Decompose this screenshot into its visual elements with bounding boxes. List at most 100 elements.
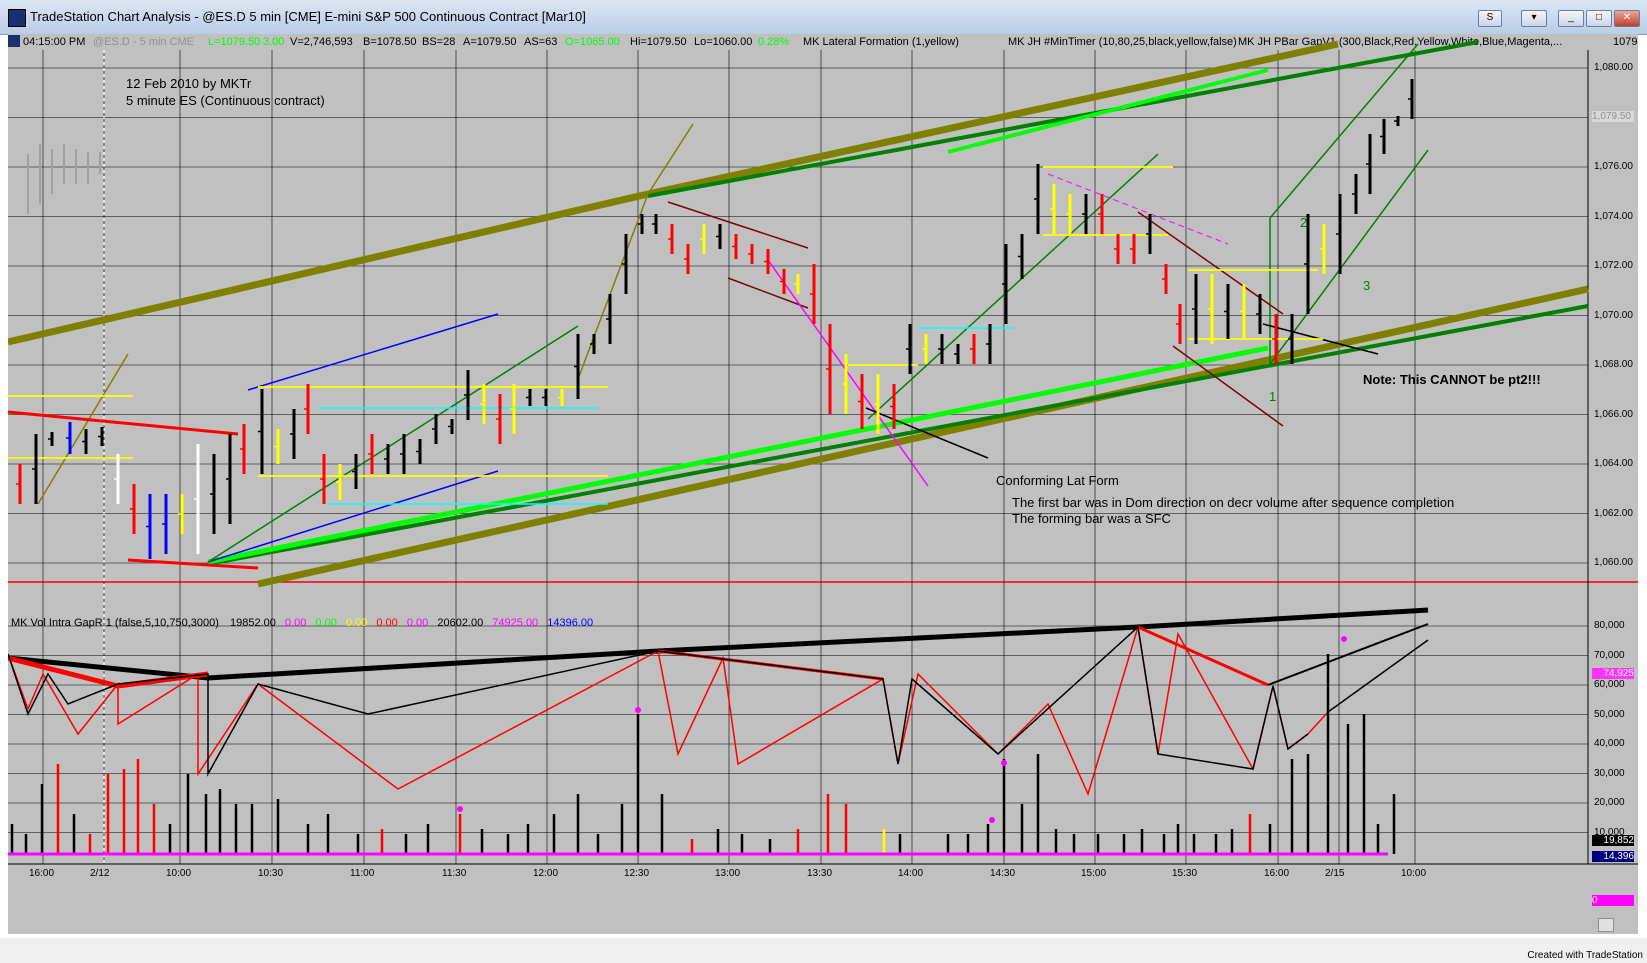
time-axis-label: 16:00 bbox=[1264, 868, 1290, 879]
time-axis-label: 11:00 bbox=[350, 868, 375, 879]
volume-tag-zero: 0 bbox=[1592, 895, 1634, 906]
time-axis-label: 2/12 bbox=[90, 868, 110, 879]
info-ask-size: AS=63 bbox=[524, 36, 558, 48]
volume-axis-label: 80,000 bbox=[1594, 620, 1625, 631]
time-axis-label: 11:30 bbox=[442, 868, 467, 879]
volume-header-title: MK Vol Intra GapR 1 (false,5,10,750,3000… bbox=[11, 617, 219, 629]
time-axis-label: 15:30 bbox=[1172, 868, 1198, 879]
annotation-point-1: 1 bbox=[1269, 389, 1277, 404]
magenta-trend bbox=[1047, 173, 1229, 245]
green-trend bbox=[1269, 149, 1429, 365]
price-axis-label: 1,064.00 bbox=[1594, 458, 1633, 469]
volume-trend-black bbox=[1267, 623, 1429, 686]
green-trend bbox=[207, 325, 579, 563]
annotation-conforming: Conforming Lat Form bbox=[996, 473, 1119, 488]
green-trend bbox=[867, 153, 1159, 420]
olive-trend bbox=[647, 123, 694, 195]
maroon-trend bbox=[1172, 345, 1284, 427]
indicator-1: MK Lateral Formation (1,yellow) bbox=[803, 36, 959, 48]
annotation-note: Note: This CANNOT be pt2!!! bbox=[1363, 372, 1541, 387]
blue-trend bbox=[247, 313, 499, 391]
volume-oscillator-red bbox=[8, 626, 1329, 797]
volume-trend-red bbox=[1137, 625, 1269, 687]
volume-trend-black bbox=[1327, 639, 1429, 713]
info-pct: 0.28% bbox=[758, 36, 790, 48]
price-axis-label: 1,080.00 bbox=[1594, 62, 1633, 73]
volume-axis-label: 30,000 bbox=[1594, 767, 1625, 779]
chart-area[interactable]: 04:15:00 PM @ES.D - 5 min CME L=1079.50 … bbox=[8, 34, 1638, 934]
title-bar: TradeStation Chart Analysis - @ES.D 5 mi… bbox=[0, 0, 1647, 35]
indicator-2: MK JH #MinTimer (10,80,25,black,yellow,f… bbox=[1008, 36, 1237, 48]
time-axis-label: 10:00 bbox=[166, 868, 192, 879]
volume-value-2: 0.00 bbox=[284, 617, 307, 629]
green-channel-lower bbox=[207, 304, 1589, 566]
price-axis-label: 1,060.00 bbox=[1594, 557, 1633, 568]
olive-trend bbox=[577, 193, 649, 380]
time-axis-label: 10:30 bbox=[258, 868, 284, 879]
volume-marker bbox=[989, 817, 995, 823]
time-axis-label: 15:00 bbox=[1081, 868, 1107, 879]
maroon-trend bbox=[727, 277, 809, 309]
volume-header: MK Vol Intra GapR 1 (false,5,10,750,3000… bbox=[11, 617, 593, 629]
green-channel-upper bbox=[647, 40, 1479, 198]
maroon-trend bbox=[667, 201, 809, 249]
volume-value-3: 0.00 bbox=[315, 617, 337, 629]
volume-marker bbox=[1341, 636, 1347, 642]
info-p1: 1079.50 bbox=[1613, 36, 1638, 48]
magenta-trend bbox=[767, 259, 929, 487]
toolbar-menu-button[interactable]: ▾ bbox=[1521, 10, 1547, 27]
info-bid: B=1078.50 bbox=[363, 36, 417, 48]
time-axis-label: 13:30 bbox=[807, 868, 833, 879]
volume-axis-label: 40,000 bbox=[1594, 738, 1625, 749]
time-axis-label: 2/15 bbox=[1325, 868, 1345, 879]
window-title: TradeStation Chart Analysis - @ES.D 5 mi… bbox=[30, 9, 586, 24]
volume-marker bbox=[457, 806, 463, 812]
time-axis-label: 14:00 bbox=[898, 868, 924, 879]
blue-trend bbox=[207, 470, 499, 563]
info-high: Hi=1079.50 bbox=[630, 36, 687, 48]
app-icon bbox=[8, 9, 26, 27]
time-axis-label: 12:00 bbox=[533, 868, 559, 879]
green-trend bbox=[1269, 43, 1419, 219]
status-footer: Created with TradeStation bbox=[0, 938, 1647, 963]
olive-trend bbox=[37, 353, 129, 505]
close-button[interactable]: ✕ bbox=[1614, 10, 1640, 27]
chart-icon bbox=[8, 35, 20, 47]
chart-header-1: 12 Feb 2010 by MKTr bbox=[126, 76, 252, 91]
info-last: L=1079.50 bbox=[208, 36, 261, 48]
info-open: O=1065.00 bbox=[565, 36, 620, 48]
scroll-button[interactable] bbox=[1598, 918, 1614, 932]
chart-svg bbox=[8, 40, 1638, 865]
volume-value-5: 0.00 bbox=[376, 617, 398, 629]
footer-text: Created with TradeStation bbox=[1527, 950, 1643, 961]
info-volume: V=2,746,593 bbox=[290, 36, 353, 48]
volume-marker bbox=[635, 707, 641, 713]
info-time: 04:15:00 PM bbox=[23, 36, 86, 48]
time-axis-label: 10:00 bbox=[1401, 868, 1427, 879]
info-change: 3.00 bbox=[263, 36, 285, 48]
volume-axis-label: 50,000 bbox=[1594, 708, 1625, 720]
chart-header-2: 5 minute ES (Continuous contract) bbox=[126, 93, 325, 108]
time-axis-label: 16:00 bbox=[29, 868, 55, 879]
annotation-point-2: 2 bbox=[1300, 215, 1308, 230]
minimize-button[interactable]: _ bbox=[1558, 10, 1584, 27]
volume-value-9: 14396.00 bbox=[547, 617, 594, 629]
info-bid-size: BS=28 bbox=[422, 36, 456, 48]
info-symbol: @ES.D - 5 min CME bbox=[93, 36, 195, 48]
volume-value-1: 19852.00 bbox=[229, 617, 276, 629]
maximize-button[interactable]: □ bbox=[1586, 10, 1612, 27]
volume-axis-label: 70,000 bbox=[1594, 649, 1625, 661]
red-trend bbox=[8, 410, 239, 436]
info-low: Lo=1060.00 bbox=[694, 36, 753, 48]
olive-channel-upper bbox=[8, 190, 649, 346]
lime-trend bbox=[207, 345, 1269, 565]
time-axis-label: 12:30 bbox=[624, 868, 650, 879]
volume-value-7: 20602.00 bbox=[437, 617, 484, 629]
volume-axis-label: 20,000 bbox=[1594, 797, 1625, 808]
price-axis-label: 1,062.00 bbox=[1594, 507, 1633, 519]
price-axis-label: 1,068.00 bbox=[1594, 359, 1633, 370]
s-menu-button[interactable]: S bbox=[1478, 10, 1502, 27]
volume-marker bbox=[1001, 760, 1007, 766]
price-axis-label: 1,076.00 bbox=[1594, 161, 1633, 172]
price-axis-label: 1,072.00 bbox=[1594, 260, 1633, 271]
